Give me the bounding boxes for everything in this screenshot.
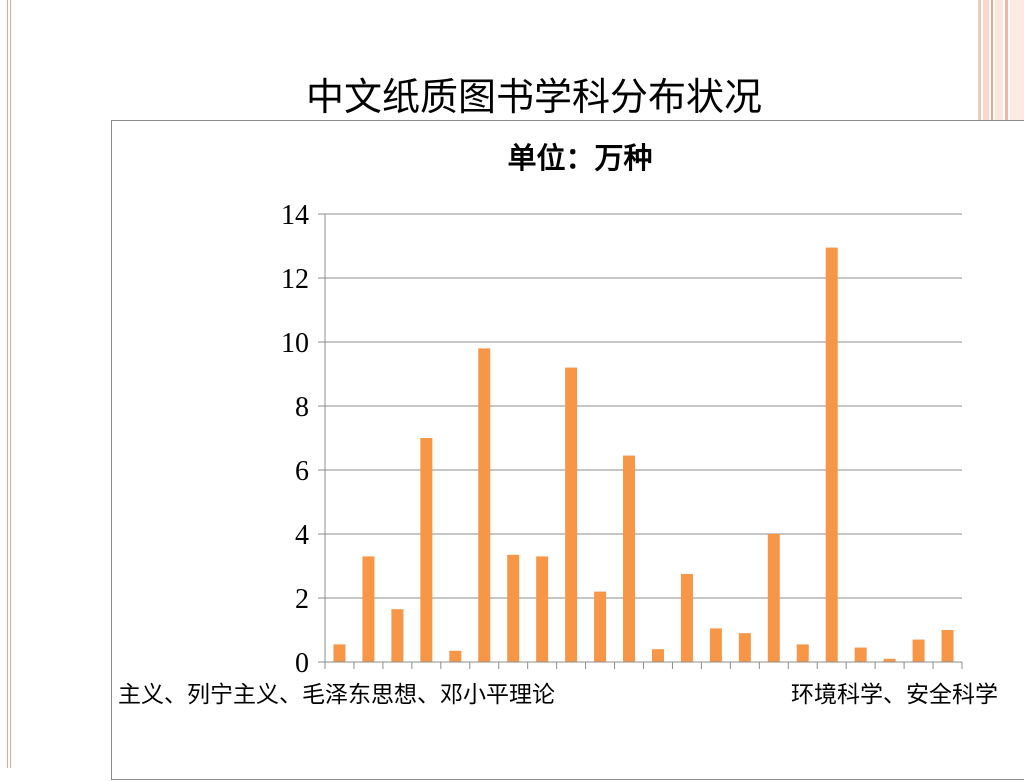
x-tick-label: 环境科学、安全科学 <box>791 682 998 708</box>
bar <box>565 367 578 662</box>
bar <box>333 644 346 662</box>
bar <box>883 658 896 662</box>
y-axis-ticks: 0 2 4 6 8 10 12 14 <box>281 200 325 679</box>
bars <box>333 247 954 662</box>
bar <box>478 348 491 662</box>
bar <box>449 650 462 662</box>
bar <box>912 639 925 662</box>
bar <box>825 247 838 662</box>
bar <box>941 630 954 662</box>
bar <box>507 554 520 662</box>
bar <box>854 647 867 662</box>
bar <box>651 649 664 662</box>
bar <box>362 556 375 662</box>
bar <box>420 438 433 662</box>
bar <box>594 591 607 662</box>
bar-chart: 单位：万种 0 2 4 6 8 10 12 14 主义、列宁主义、毛泽东思想、邓小平理论 环境… <box>118 141 998 708</box>
y-tick-label: 14 <box>281 200 309 231</box>
x-axis-labels: 主义、列宁主义、毛泽东思想、邓小平理论 环境科学、安全科学 <box>118 682 998 708</box>
y-tick-label: 10 <box>281 328 309 359</box>
y-tick-label: 4 <box>295 520 309 551</box>
bar <box>391 609 404 662</box>
bar <box>796 644 809 662</box>
y-tick-label: 2 <box>295 584 309 615</box>
slide-left-border <box>7 0 11 768</box>
y-tick-label: 8 <box>295 392 309 423</box>
x-tick-label: 主义、列宁主义、毛泽东思想、邓小平理论 <box>118 682 555 708</box>
y-tick-label: 0 <box>295 648 309 679</box>
bar <box>680 574 693 662</box>
slide-title: 中文纸质图书学科分布状况 <box>305 75 762 119</box>
chart-frame: 单位：万种 0 2 4 6 8 10 12 14 主义、列宁主义、毛泽东思想、邓小平理论 环境… <box>111 120 1024 780</box>
bar <box>709 628 722 662</box>
bar <box>738 633 751 662</box>
axes <box>324 214 963 669</box>
bar <box>623 455 636 662</box>
chart-title: 单位：万种 <box>507 141 652 175</box>
bar <box>767 534 780 662</box>
y-tick-label: 6 <box>295 456 309 487</box>
bar <box>536 556 549 662</box>
y-tick-label: 12 <box>281 264 309 295</box>
